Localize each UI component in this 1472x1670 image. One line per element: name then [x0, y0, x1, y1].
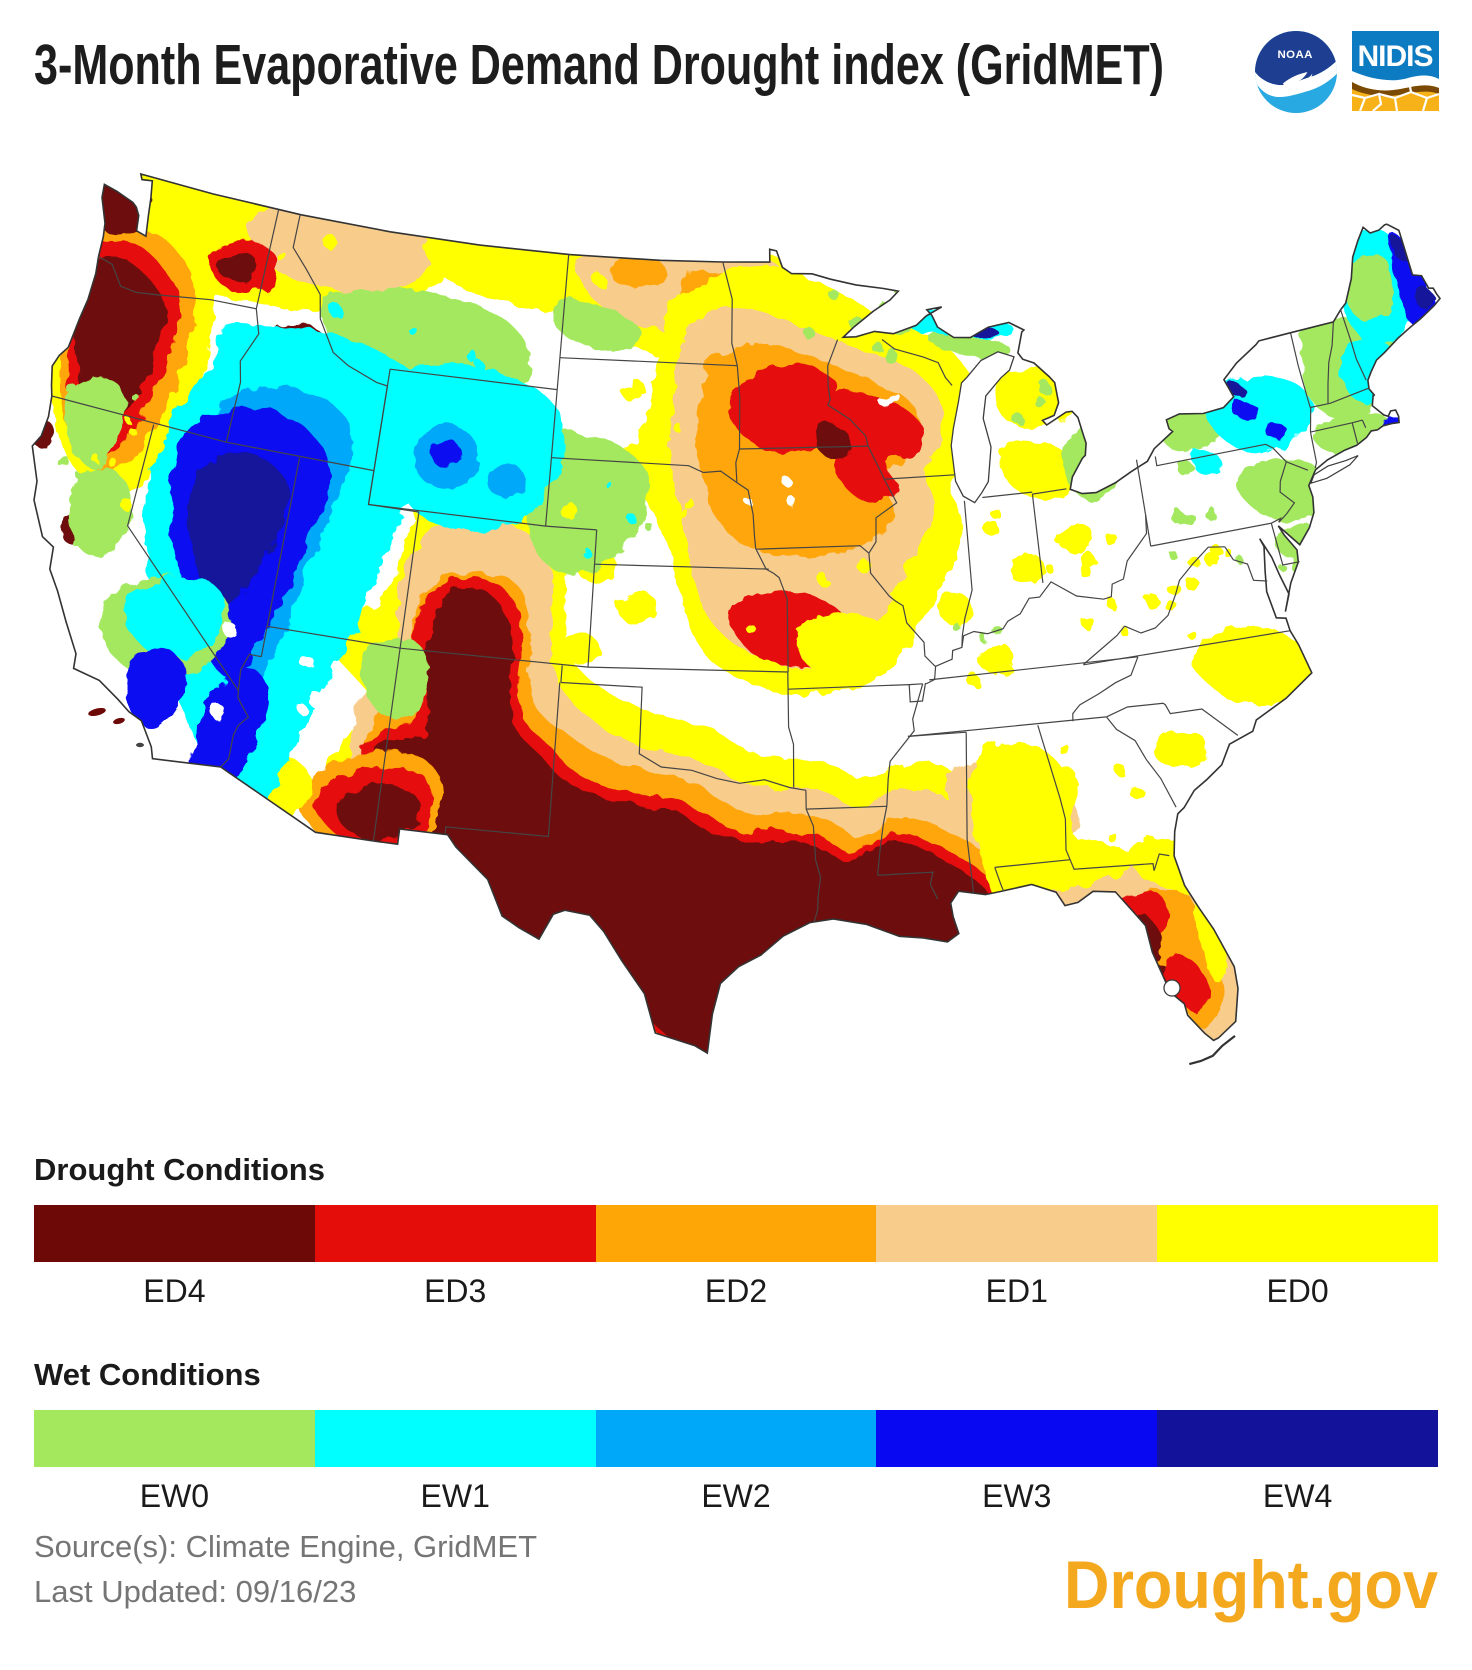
svg-text:NOAA: NOAA	[1277, 49, 1312, 61]
svg-text:3-Month Evaporative Demand Dro: 3-Month Evaporative Demand Drought index…	[34, 33, 1164, 97]
svg-text:Drought.gov: Drought.gov	[1064, 1547, 1438, 1623]
svg-text:NIDIS: NIDIS	[1357, 40, 1432, 73]
